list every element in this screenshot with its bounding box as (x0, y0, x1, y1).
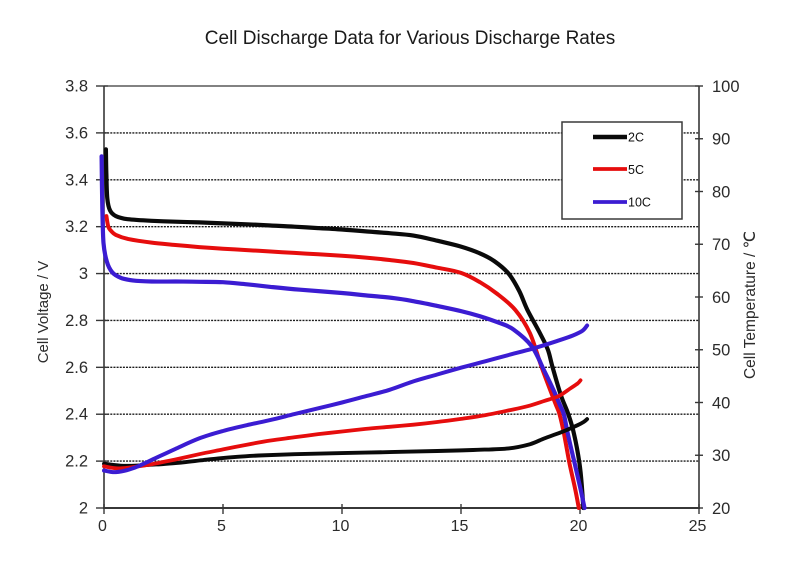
svg-text:100: 100 (712, 78, 740, 96)
svg-text:Cell Discharge Data for Variou: Cell Discharge Data for Various Discharg… (205, 28, 615, 49)
svg-text:0: 0 (98, 518, 107, 535)
svg-text:Cell Temperature / ℃: Cell Temperature / ℃ (742, 231, 759, 379)
svg-text:3.4: 3.4 (65, 171, 88, 189)
svg-text:10: 10 (332, 518, 350, 535)
svg-text:25: 25 (689, 518, 707, 535)
svg-text:2: 2 (79, 500, 88, 518)
svg-text:30: 30 (712, 447, 730, 465)
svg-text:20: 20 (570, 518, 588, 535)
svg-text:2.6: 2.6 (65, 359, 88, 377)
svg-text:3.2: 3.2 (65, 218, 88, 236)
svg-text:10C: 10C (628, 196, 651, 210)
svg-text:3: 3 (79, 265, 88, 283)
svg-text:2.8: 2.8 (65, 312, 88, 330)
svg-text:60: 60 (712, 289, 730, 307)
svg-text:15: 15 (451, 518, 469, 535)
svg-text:5: 5 (217, 518, 226, 535)
svg-text:3.6: 3.6 (65, 124, 88, 142)
svg-text:2.2: 2.2 (65, 453, 88, 471)
svg-text:5C: 5C (628, 163, 644, 177)
svg-text:80: 80 (712, 183, 730, 201)
svg-text:90: 90 (712, 131, 730, 149)
svg-text:2.4: 2.4 (65, 406, 88, 424)
svg-text:20: 20 (712, 500, 730, 518)
svg-text:50: 50 (712, 342, 730, 360)
svg-text:3.8: 3.8 (65, 78, 88, 96)
svg-text:2C: 2C (628, 131, 644, 145)
svg-text:40: 40 (712, 394, 730, 412)
svg-text:70: 70 (712, 236, 730, 254)
svg-text:Cell Voltage / V: Cell Voltage / V (35, 261, 52, 364)
